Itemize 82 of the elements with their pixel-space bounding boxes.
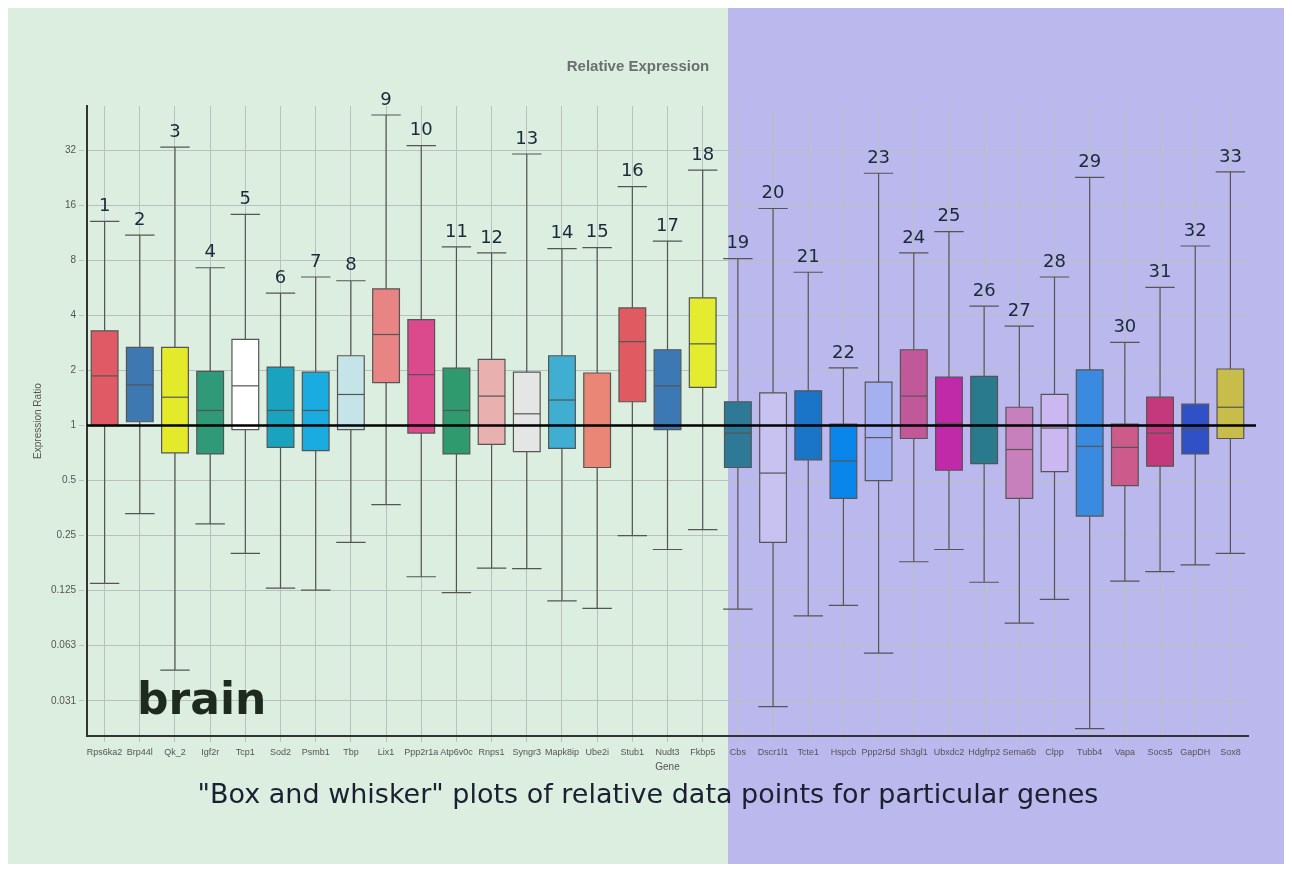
annotation: 13 — [515, 126, 539, 148]
x-tick-label: Fkbp5 — [690, 747, 716, 758]
annotation: 19 — [726, 231, 750, 253]
x-tick-label: Tcp1 — [235, 747, 255, 758]
annotation: 7 — [309, 249, 322, 271]
x-tick-label: Hdgfrp2 — [968, 747, 1001, 758]
annotation: 3 — [169, 119, 181, 141]
x-tick-label: Igf2r — [201, 747, 220, 758]
annotation: 21 — [796, 244, 820, 266]
annotation: 33 — [1218, 144, 1242, 166]
x-tick-label: Ube2i — [585, 747, 609, 758]
y-tick-label: 1 — [70, 419, 77, 431]
annotation: 24 — [902, 225, 926, 247]
annotation: 10 — [409, 118, 433, 140]
x-tick-label: Psmb1 — [301, 747, 330, 758]
x-tick-label: Dscr1l1 — [757, 747, 789, 758]
x-tick-label: Tubb4 — [1077, 747, 1103, 758]
x-tick-label: Nudt3 — [655, 747, 680, 758]
y-tick-label: 0.125 — [50, 584, 77, 596]
x-tick-label: Sema6b — [1002, 747, 1037, 758]
y-tick-label: 0.031 — [50, 694, 77, 706]
y-tick-label: 0.5 — [62, 474, 77, 486]
annotation: 4 — [204, 240, 216, 262]
x-tick-label: Cbs — [729, 747, 747, 758]
x-tick-label: Vapa — [1114, 747, 1136, 758]
x-tick-label: GapDH — [1180, 747, 1211, 758]
text: "Box and whisker" plots of relative data points for particular genes — [196, 778, 1100, 809]
y-tick-label: 16 — [64, 199, 77, 211]
y-axis-title: Expression Ratio — [31, 382, 43, 459]
annotation: 15 — [585, 220, 609, 242]
y-tick-label: 8 — [70, 254, 77, 266]
annotation: 5 — [239, 187, 252, 209]
y-tick-label: 32 — [64, 144, 77, 156]
x-tick-label: Brp44l — [126, 747, 153, 758]
x-tick-label: Ppp2r1a — [404, 747, 439, 758]
y-tick-label: 0.063 — [50, 639, 77, 651]
x-tick-label: Sod2 — [270, 747, 292, 758]
x-tick-label: Stub1 — [620, 747, 645, 758]
annotation: 20 — [761, 181, 785, 203]
annotation: 27 — [1007, 298, 1031, 320]
x-tick-label: Tcte1 — [797, 747, 819, 758]
x-tick-label: Lix1 — [377, 747, 395, 758]
annotation: brain — [137, 672, 267, 724]
annotation: 30 — [1113, 315, 1137, 337]
x-tick-label: Hspcb — [830, 747, 857, 758]
x-tick-label: Rnps1 — [478, 747, 505, 758]
x-tick-label: Ubxdc2 — [933, 747, 965, 758]
annotation: 25 — [937, 204, 961, 226]
y-tick-label: 0.25 — [56, 529, 77, 541]
annotation: 18 — [691, 142, 715, 164]
annotation: 14 — [550, 221, 574, 243]
annotation: 23 — [867, 145, 891, 167]
annotation: 16 — [620, 159, 644, 181]
annotation: 32 — [1183, 218, 1207, 240]
annotation: 31 — [1148, 260, 1172, 282]
x-tick-label: Rps6ka2 — [86, 747, 123, 758]
annotation: 11 — [444, 219, 468, 241]
annotation: 22 — [831, 340, 855, 362]
x-tick-label: Sh3gl1 — [899, 747, 928, 758]
x-tick-label: Mapk8ip — [544, 747, 579, 758]
annotation: 12 — [480, 225, 504, 247]
annotation: 28 — [1043, 249, 1066, 271]
x-tick-label: Syngr3 — [512, 747, 542, 758]
annotation: 8 — [345, 253, 357, 275]
annotation: 26 — [972, 278, 996, 300]
x-axis-title: Gene — [655, 760, 681, 772]
annotation: 29 — [1078, 150, 1102, 172]
x-tick-label: Socs5 — [1147, 747, 1173, 758]
annotation: 6 — [274, 265, 287, 287]
x-tick-label: Tbp — [343, 747, 359, 758]
x-tick-label: Ppp2r5d — [861, 747, 896, 758]
x-tick-label: Atp6v0c — [440, 747, 474, 758]
x-tick-label: Qk_2 — [164, 747, 186, 758]
annotation: 17 — [656, 213, 679, 235]
y-tick-label: 4 — [70, 309, 77, 321]
x-tick-label: Clpp — [1045, 747, 1064, 758]
chart-title: Relative Expression — [566, 57, 710, 75]
y-tick-label: 2 — [70, 364, 77, 376]
x-tick-label: Sox8 — [1220, 747, 1241, 758]
annotation: 2 — [134, 207, 146, 229]
annotation: 1 — [98, 194, 111, 216]
annotation: 9 — [380, 87, 392, 109]
